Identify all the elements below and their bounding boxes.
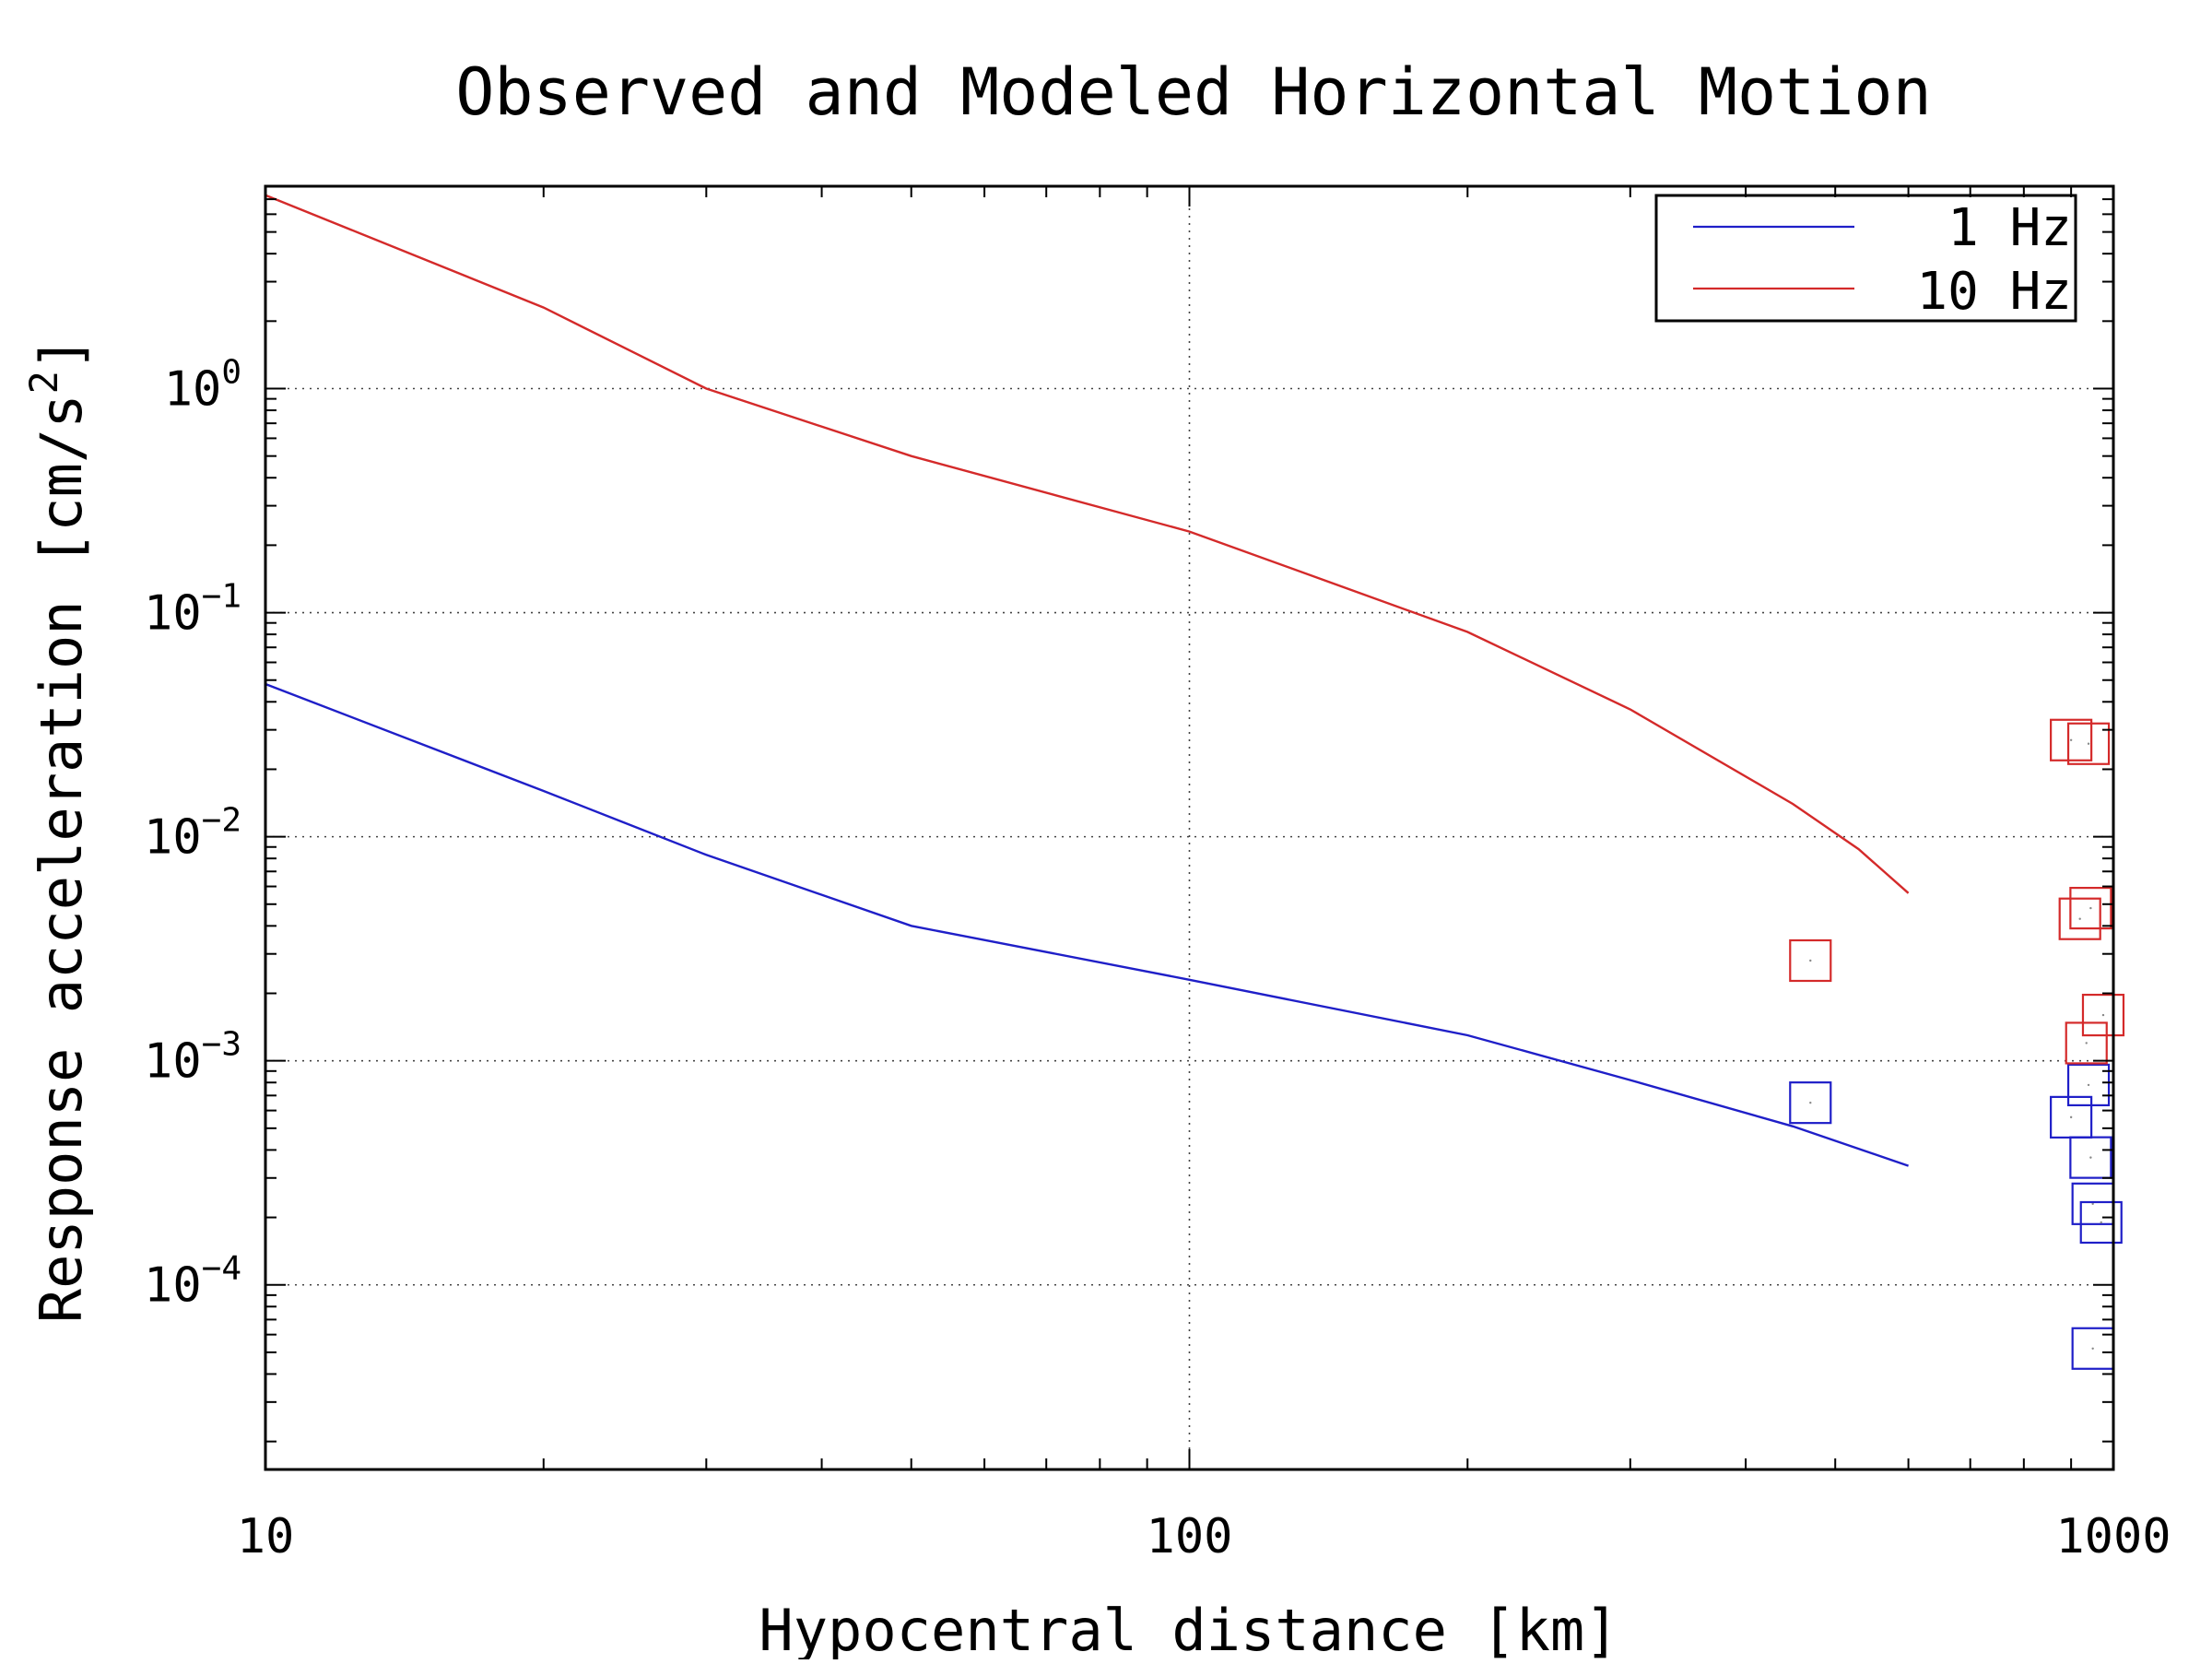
data-point-center [2101, 1013, 2105, 1017]
series-line-1hz [265, 682, 1909, 1167]
y-axis-title: Response acceleration [cm/s2] [21, 336, 95, 1323]
y-axis-title-main: Response acceleration [cm/s [28, 394, 95, 1323]
y-axis-title-end: ] [28, 336, 95, 371]
data-point-center [2085, 1042, 2088, 1044]
data-point-center [2091, 1202, 2094, 1206]
x-tick-labels: 10 100 1000 [237, 1509, 2171, 1564]
data-point-center [2078, 917, 2081, 920]
data-point-center [2087, 742, 2090, 745]
grid-lines [265, 186, 2113, 1469]
data-point-center [2069, 1115, 2073, 1119]
x-tick-label: 10 [237, 1509, 295, 1564]
x-tick-label: 100 [1147, 1509, 1233, 1564]
data-point-center [2089, 906, 2092, 910]
data-point-1hz [2079, 1200, 2123, 1245]
data-point-center [2100, 1221, 2102, 1224]
data-point-10hz [2065, 1021, 2108, 1065]
y-tick-labels: 100 10−1 10−2 10−3 10−4 [144, 354, 241, 1314]
data-point-center [2091, 1347, 2094, 1350]
data-point-10hz [2058, 897, 2101, 940]
data-point-10hz [2050, 718, 2093, 761]
series-line-10hz [265, 194, 1910, 894]
data-point-10hz [1789, 938, 1832, 983]
x-tick-label: 1000 [2055, 1509, 2171, 1564]
y-tick-label: 100 [164, 354, 241, 418]
series-layer [265, 194, 2125, 1370]
data-point-1hz [2069, 1136, 2112, 1179]
y-tick-label: 10−2 [144, 802, 241, 866]
y-tick-label: 10−3 [144, 1026, 241, 1090]
legend: 1 Hz 10 Hz [1654, 194, 2077, 323]
x-axis-title: Hypocentral distance [km] [759, 1597, 1618, 1659]
y-tick-label: 10−1 [144, 578, 241, 642]
data-point-1hz [1789, 1081, 1832, 1125]
data-point-center [2087, 1083, 2090, 1087]
chart-title: Observed and Modeled Horizontal Motion [455, 54, 1931, 130]
data-point-center [1809, 959, 1812, 962]
data-point-1hz [2066, 1063, 2111, 1107]
data-point-10hz [2081, 993, 2125, 1037]
legend-label-10hz: 10 Hz [1916, 262, 2072, 322]
data-point-10hz [2069, 887, 2112, 930]
data-point-center [1809, 1101, 1812, 1104]
legend-label-1hz: 1 Hz [1947, 198, 2072, 258]
y-tick-label: 10−4 [144, 1250, 241, 1314]
plot-frame [264, 184, 2115, 1471]
y-axis-title-superscript: 2 [21, 371, 66, 394]
data-point-center [2089, 1156, 2092, 1159]
data-point-center [2069, 738, 2073, 741]
legend-box [1654, 194, 2077, 323]
data-point-10hz [2066, 722, 2111, 765]
